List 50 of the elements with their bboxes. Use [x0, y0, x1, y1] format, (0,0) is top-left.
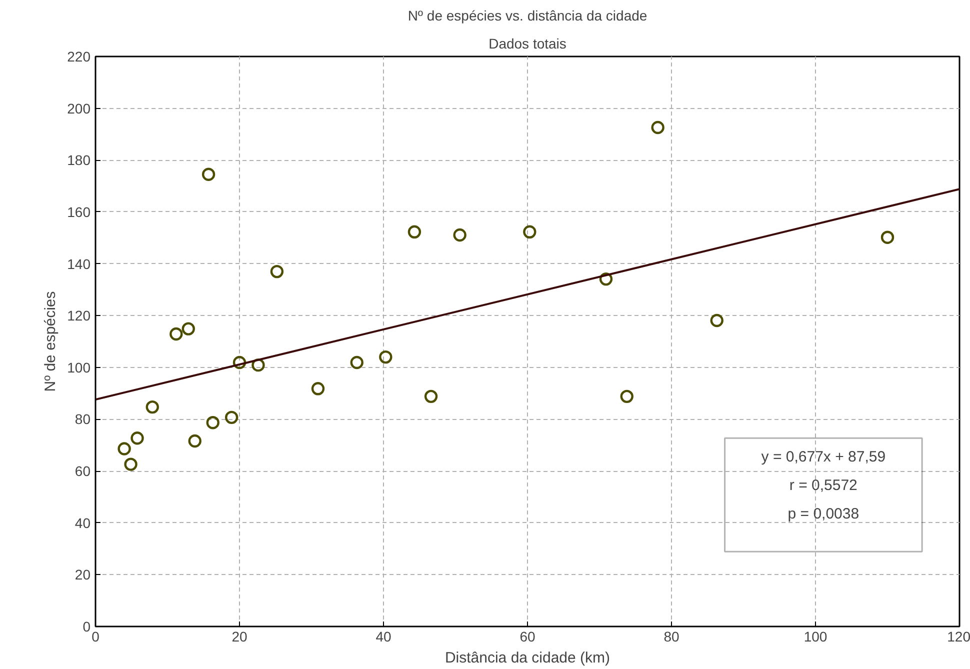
point [710, 314, 724, 328]
point [170, 327, 183, 341]
y-tick-label: 60 [74, 463, 91, 480]
point [350, 356, 364, 370]
point [124, 458, 138, 471]
point [311, 382, 325, 396]
point [379, 350, 392, 364]
y-tick-label: 100 [67, 359, 91, 376]
x-tick-label: 20 [232, 628, 248, 644]
point [270, 264, 284, 278]
point [130, 432, 144, 445]
point [202, 168, 216, 181]
point [880, 230, 894, 244]
point [599, 272, 613, 286]
x-axis-title: Distância da cidade (km) [444, 650, 610, 666]
point [651, 120, 664, 134]
point [252, 358, 265, 372]
y-tick-label: 220 [67, 48, 91, 64]
x-tick-label: 40 [376, 628, 392, 644]
x-tick-label: 80 [664, 628, 680, 644]
y-tick-label: 80 [74, 411, 91, 428]
y-tick-label: 200 [67, 100, 91, 116]
point [118, 442, 131, 456]
y-tick-label: 180 [67, 152, 91, 168]
chart-subtitle: Dados totais [488, 36, 566, 52]
y-axis-title: Nº de espécies [42, 291, 60, 392]
y-tick-label: 20 [74, 566, 91, 583]
point [424, 390, 438, 404]
annotation: y = 0,677x + 87,59 [761, 448, 886, 466]
y-tick-label: 40 [74, 514, 91, 531]
point [232, 356, 246, 370]
y-tick-label: 120 [67, 308, 91, 324]
point [146, 400, 159, 414]
y-tick-label: 140 [67, 256, 91, 272]
chart-title: Nº de espécies vs. distância da cidade [408, 8, 648, 24]
y-tick-label: 0 [82, 618, 91, 634]
point [408, 225, 422, 238]
x-tick-label: 100 [804, 628, 828, 644]
x-tick-label: 60 [520, 628, 536, 644]
point [523, 225, 536, 238]
point [453, 228, 466, 242]
y-tick-label: 160 [67, 204, 91, 220]
point [188, 434, 202, 448]
x-tick-label: 120 [947, 628, 970, 644]
point [224, 410, 238, 424]
point [620, 390, 634, 404]
annotation: r = 0,5572 [789, 477, 858, 494]
point [182, 322, 195, 336]
point [206, 416, 220, 430]
annotation: p = 0,0038 [788, 506, 860, 523]
